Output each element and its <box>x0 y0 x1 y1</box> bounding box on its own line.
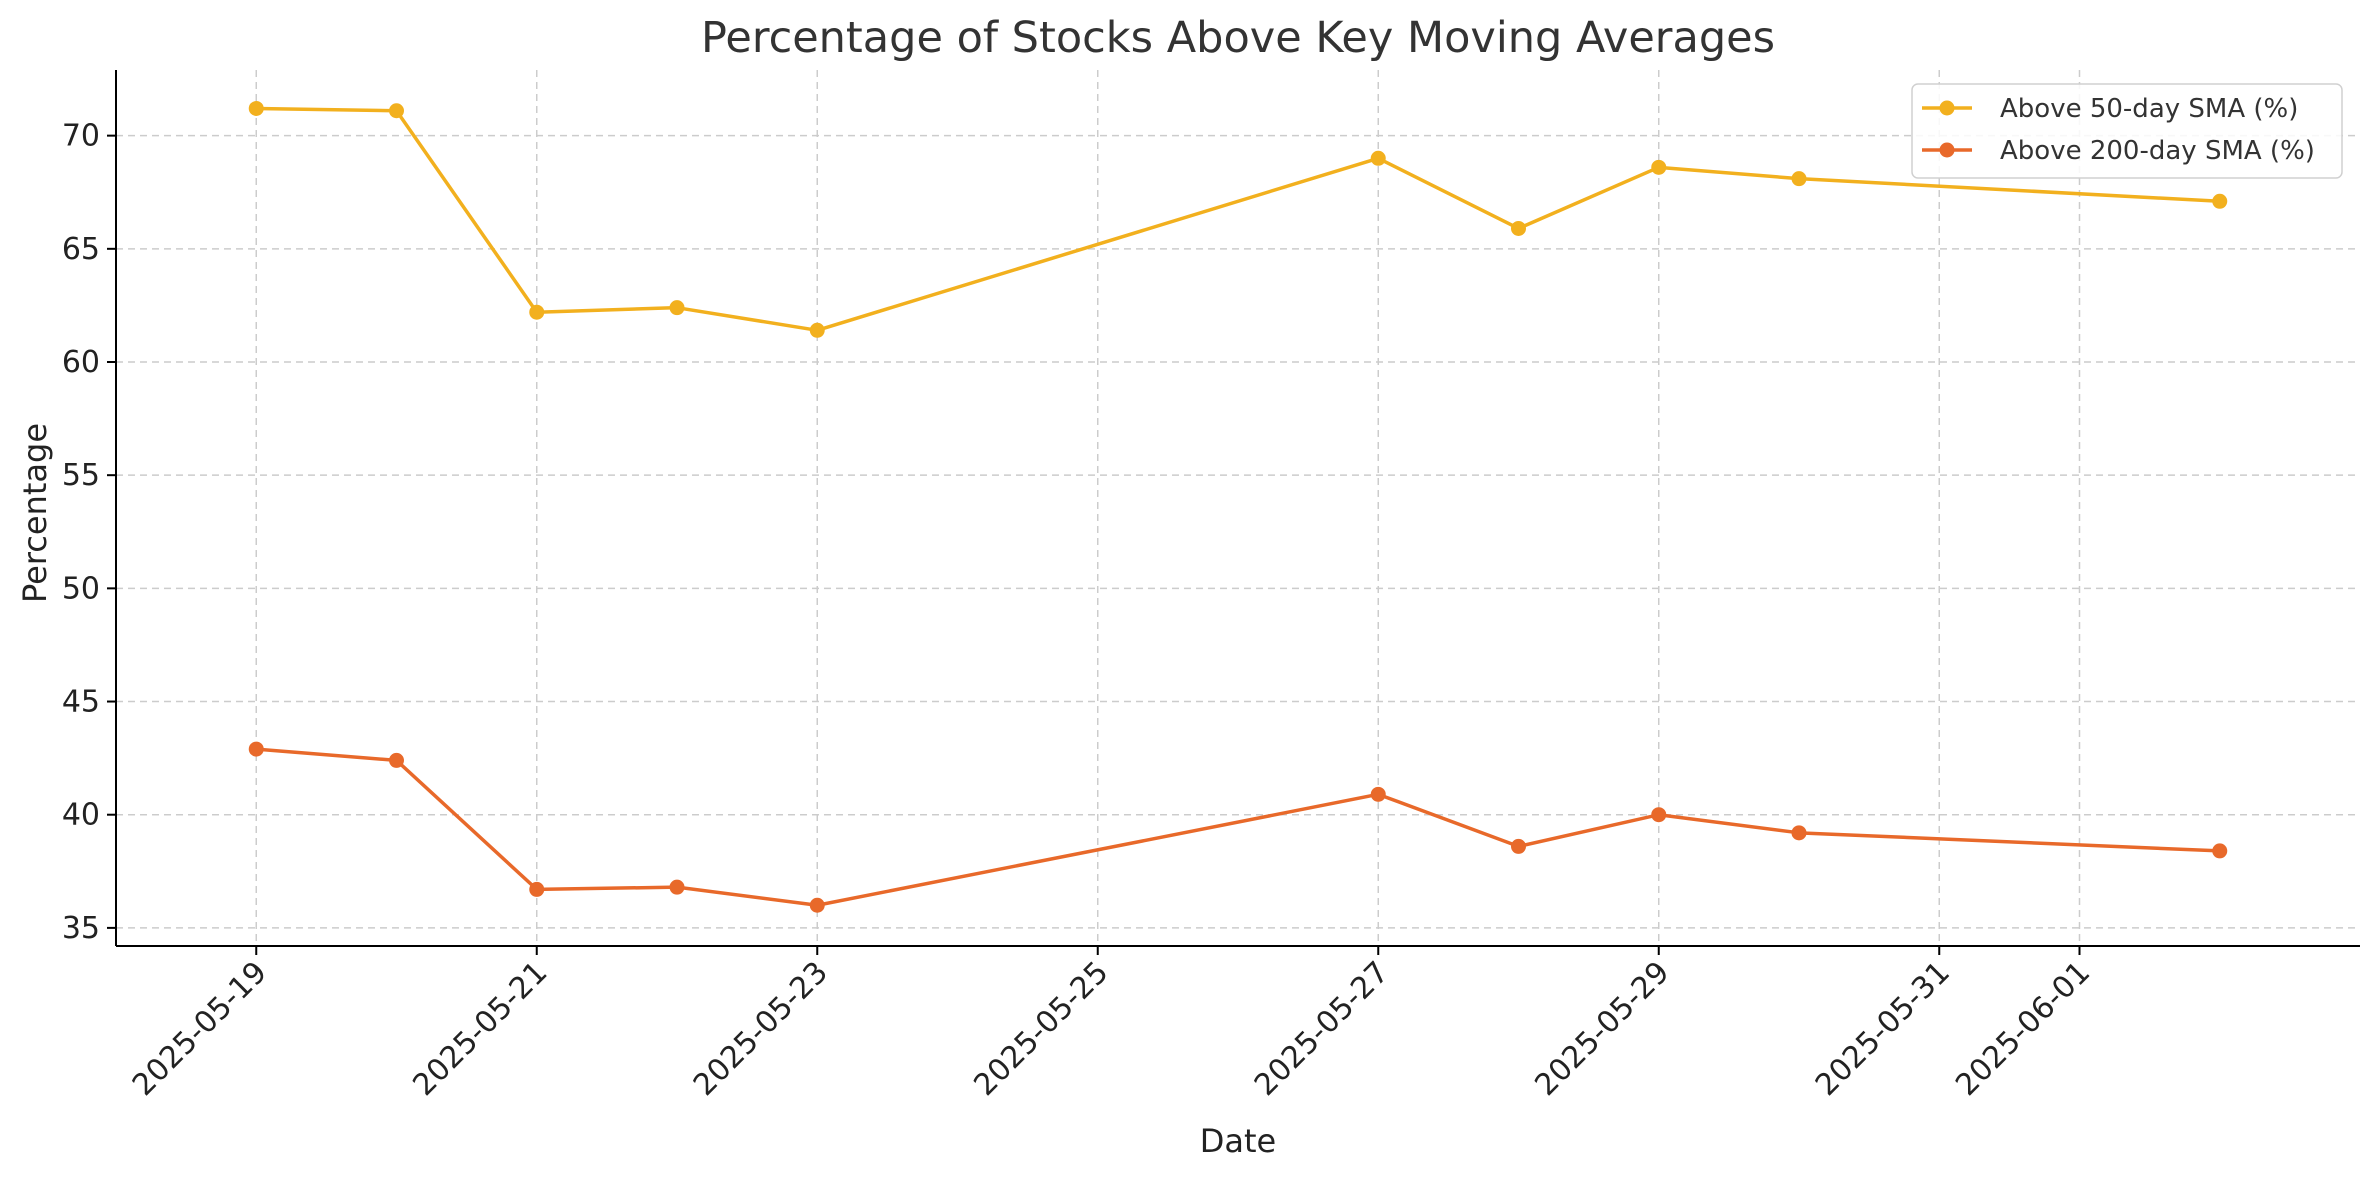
data-point <box>2212 193 2228 209</box>
data-point <box>389 103 404 119</box>
data-point <box>1651 159 1667 175</box>
x-tick-label: 2025-06-01 <box>1949 955 2097 1103</box>
data-point <box>248 100 264 116</box>
legend-box <box>1911 83 2343 179</box>
y-axis-label: Percentage <box>16 423 54 603</box>
data-point <box>1370 150 1386 166</box>
data-point <box>669 300 685 316</box>
x-tick-label: 2025-05-29 <box>1528 955 1676 1103</box>
series-1 <box>248 100 2228 338</box>
axes: 35 40 45 50 55 60 65 70 2025-05-19 2025-05-21 2025… <box>62 70 2360 1103</box>
plot-area <box>248 100 2228 913</box>
x-axis-label: Date <box>1200 1122 1276 1160</box>
data-point <box>2212 843 2228 859</box>
legend: Above 50-day SMA (%) Above 200-day SMA (%… <box>1911 83 2343 179</box>
data-point <box>1370 786 1386 802</box>
y-tick-label: 65 <box>62 232 100 267</box>
series-line <box>256 106 2220 333</box>
y-tick-label: 70 <box>62 119 100 154</box>
data-point <box>389 752 404 768</box>
x-tick-label: 2025-05-19 <box>126 955 274 1103</box>
legend-marker <box>1939 142 1955 158</box>
y-tick-label: 35 <box>62 911 100 946</box>
data-point <box>529 881 545 897</box>
series-line <box>256 747 2220 908</box>
data-point <box>248 741 264 757</box>
data-point <box>529 304 545 320</box>
y-tick-label: 50 <box>62 571 100 606</box>
data-point <box>1511 838 1526 854</box>
y-tick-label: 60 <box>62 345 100 380</box>
chart-title: Percentage of Stocks Above Key Moving Av… <box>701 13 1775 63</box>
legend-label: Above 200-day SMA (%) <box>2000 136 2315 166</box>
data-point <box>1511 220 1526 236</box>
data-point <box>809 322 825 338</box>
data-point <box>1791 825 1807 841</box>
legend-marker <box>1939 100 1955 116</box>
data-point <box>1791 171 1807 187</box>
y-tick-label: 40 <box>62 798 100 833</box>
data-point <box>1651 807 1667 823</box>
x-tick-label: 2025-05-31 <box>1809 955 1957 1103</box>
x-tick-label: 2025-05-21 <box>406 955 554 1103</box>
series-2 <box>248 741 2228 913</box>
grid <box>116 70 2360 946</box>
x-tick-label: 2025-05-23 <box>687 955 835 1103</box>
data-point <box>669 879 685 895</box>
y-tick-label: 45 <box>62 685 100 720</box>
legend-label: Above 50-day SMA (%) <box>2000 94 2298 124</box>
x-tick-label: 2025-05-25 <box>967 955 1115 1103</box>
x-tick-label: 2025-05-27 <box>1248 955 1396 1103</box>
data-point <box>809 897 825 913</box>
y-tick-label: 55 <box>62 458 100 493</box>
